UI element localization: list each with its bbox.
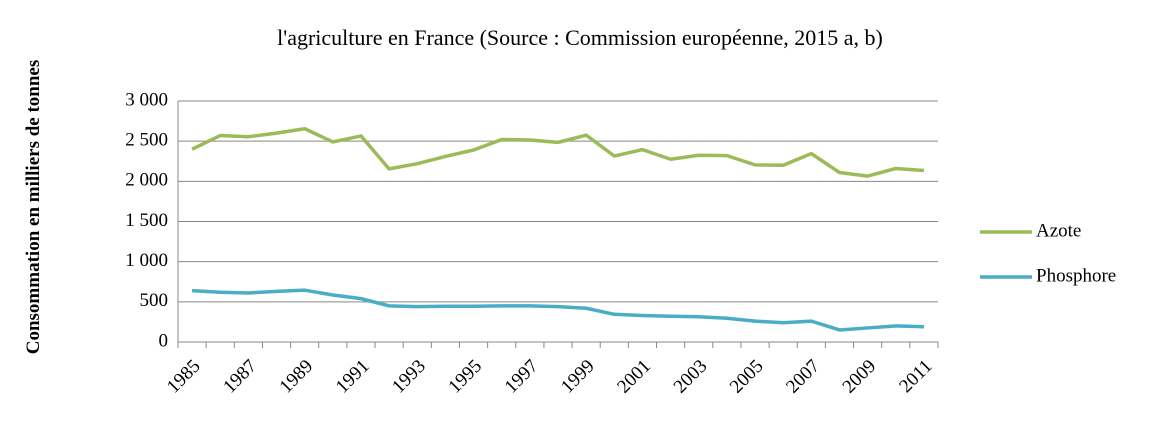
x-tick-label: 2005 — [726, 356, 768, 398]
y-tick-label: 500 — [140, 290, 169, 311]
y-axis-label: Consommation en milliers de tonnes — [23, 59, 44, 355]
x-tick-label: 1993 — [388, 356, 430, 398]
x-tick-label: 2007 — [782, 356, 824, 398]
x-tick-label: 2011 — [895, 356, 936, 397]
y-tick-label: 2 000 — [125, 170, 168, 191]
x-tick-label: 2009 — [839, 356, 881, 398]
y-tick-label: 3 000 — [125, 89, 168, 110]
x-tick-label: 2001 — [613, 356, 655, 398]
x-tick-label: 1987 — [219, 356, 261, 398]
data-line — [191, 126, 925, 178]
y-tick-label: 1 000 — [125, 250, 168, 271]
data-line — [191, 288, 924, 332]
y-tick-label: 2 500 — [125, 130, 168, 151]
x-tick-label: 1999 — [557, 356, 599, 398]
y-tick-label: 0 — [159, 330, 169, 351]
x-tick-label: 1995 — [444, 356, 486, 398]
x-tick-label: 2003 — [670, 356, 712, 398]
x-tick-label: 1989 — [276, 356, 318, 398]
x-tick-label: 1991 — [332, 356, 374, 398]
legend-label: Phosphore — [1036, 265, 1116, 286]
legend-label: Azote — [1036, 220, 1081, 241]
x-tick-label: 1985 — [163, 356, 205, 398]
chart-title: l'agriculture en France (Source : Commis… — [277, 25, 883, 50]
y-tick-label: 1 500 — [125, 210, 168, 231]
x-tick-label: 1997 — [501, 356, 543, 398]
